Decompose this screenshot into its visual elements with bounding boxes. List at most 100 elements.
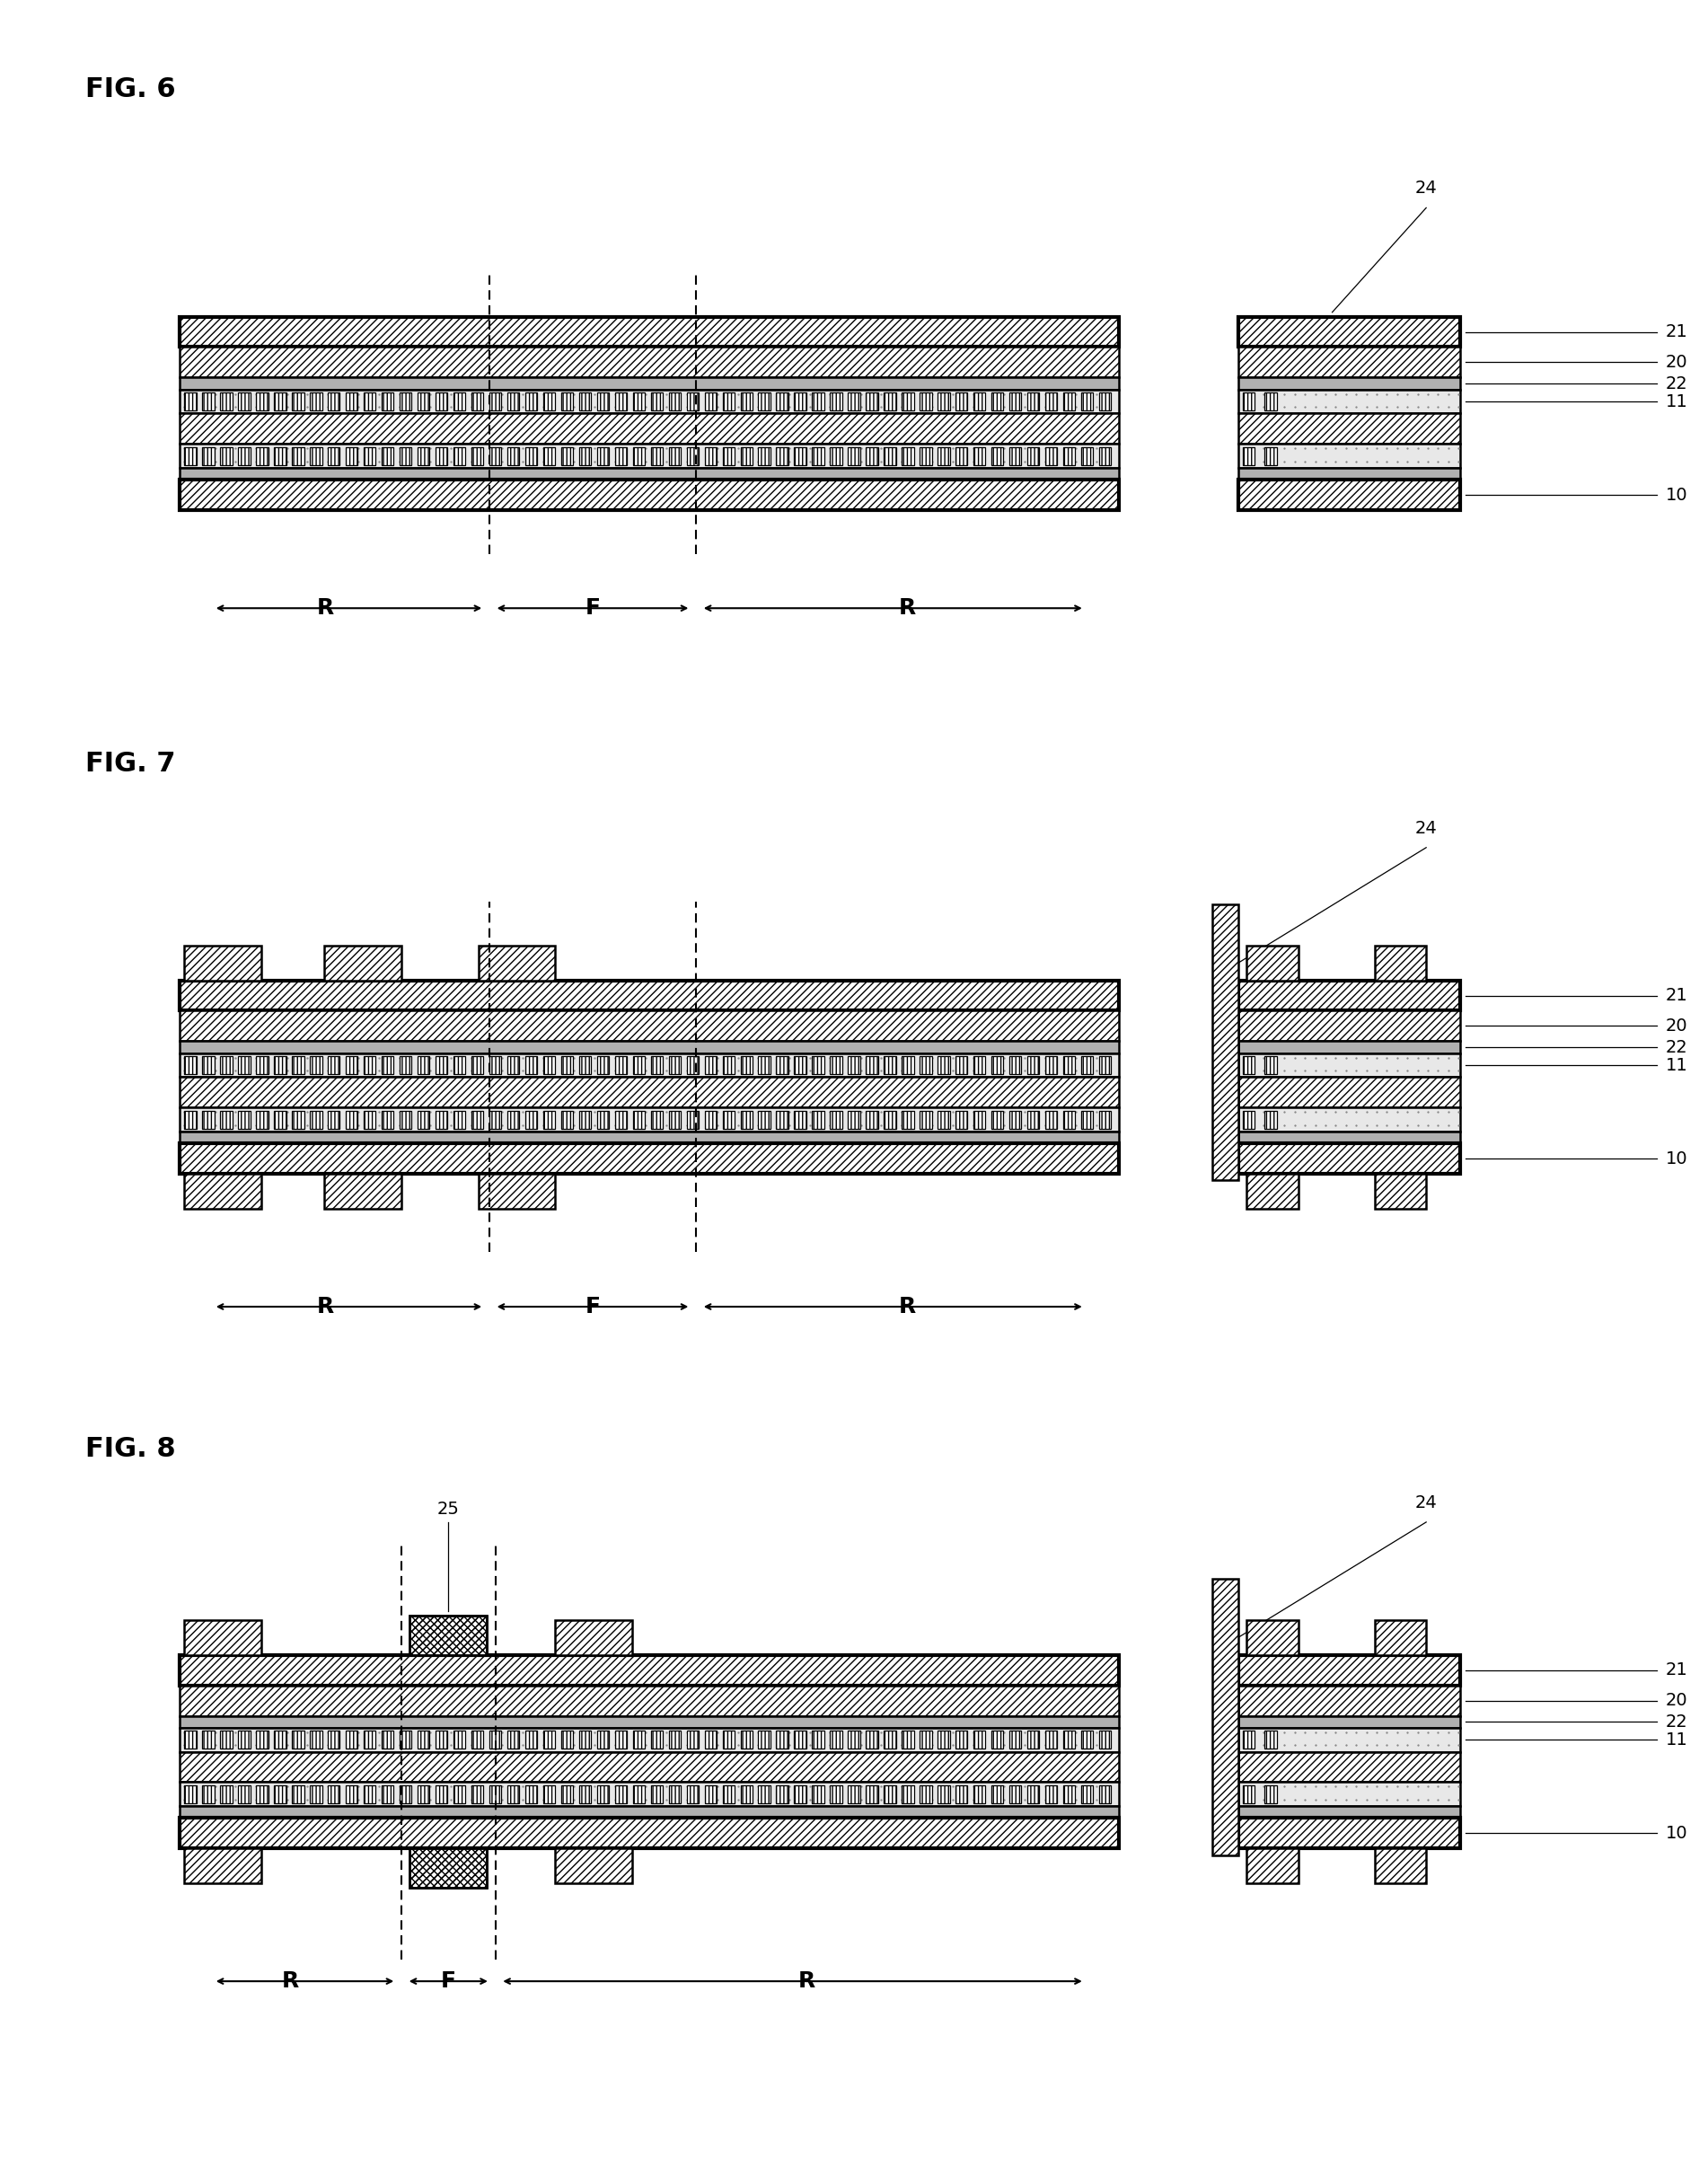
Bar: [938, 1055, 950, 1075]
Bar: [1045, 1784, 1057, 1804]
Bar: [203, 1730, 215, 1750]
Bar: [383, 1784, 393, 1804]
Bar: [830, 1784, 842, 1804]
Bar: [598, 1110, 610, 1129]
Bar: [1264, 446, 1276, 466]
Bar: [179, 1728, 1119, 1752]
Bar: [579, 1730, 591, 1750]
Bar: [794, 446, 806, 466]
Bar: [885, 446, 895, 466]
Bar: [670, 392, 681, 411]
Bar: [758, 1784, 770, 1804]
Bar: [1045, 392, 1057, 411]
Bar: [651, 1055, 663, 1075]
Bar: [938, 392, 950, 411]
Bar: [1009, 1110, 1021, 1129]
Bar: [220, 1055, 232, 1075]
Bar: [184, 392, 196, 411]
Bar: [1238, 1145, 1460, 1175]
Bar: [670, 1055, 681, 1075]
Text: F: F: [586, 1297, 600, 1316]
Bar: [1062, 1730, 1076, 1750]
Bar: [991, 1055, 1003, 1075]
Bar: [526, 1055, 536, 1075]
Bar: [418, 1055, 430, 1075]
Bar: [579, 392, 591, 411]
Text: F: F: [441, 1971, 456, 1991]
Bar: [775, 1784, 789, 1804]
Bar: [179, 1782, 1119, 1806]
Text: 22: 22: [1665, 1038, 1688, 1055]
Bar: [704, 1784, 717, 1804]
Bar: [775, 1730, 789, 1750]
Bar: [794, 1110, 806, 1129]
Bar: [1028, 1784, 1038, 1804]
Bar: [758, 1110, 770, 1129]
Bar: [184, 1730, 196, 1750]
Bar: [1062, 392, 1076, 411]
Text: R: R: [898, 598, 915, 618]
Bar: [410, 1615, 487, 1654]
Bar: [1238, 468, 1460, 479]
Bar: [383, 1055, 393, 1075]
Bar: [579, 1055, 591, 1075]
Bar: [543, 446, 555, 466]
Text: R: R: [318, 1297, 335, 1316]
Bar: [704, 1055, 717, 1075]
Bar: [179, 1132, 1119, 1145]
Bar: [179, 1108, 1119, 1132]
Text: FIG. 6: FIG. 6: [85, 76, 176, 102]
Bar: [179, 444, 1119, 468]
Bar: [919, 1055, 933, 1075]
Text: 10: 10: [1665, 487, 1688, 503]
Bar: [919, 1730, 933, 1750]
Bar: [471, 1055, 483, 1075]
Bar: [478, 947, 555, 981]
Bar: [1009, 446, 1021, 466]
Bar: [704, 1730, 717, 1750]
Bar: [1375, 947, 1426, 981]
Bar: [794, 1784, 806, 1804]
Bar: [1238, 1053, 1460, 1077]
Text: R: R: [282, 1971, 299, 1991]
Bar: [670, 446, 681, 466]
Bar: [203, 1784, 215, 1804]
Bar: [866, 1730, 878, 1750]
Bar: [311, 1730, 321, 1750]
Bar: [560, 446, 574, 466]
Bar: [670, 1730, 681, 1750]
Bar: [813, 1110, 823, 1129]
Text: F: F: [586, 598, 600, 618]
Bar: [1242, 1055, 1254, 1075]
Bar: [1238, 1728, 1460, 1752]
Text: 21: 21: [1665, 1662, 1688, 1678]
Bar: [418, 1110, 430, 1129]
Bar: [471, 1110, 483, 1129]
Bar: [847, 1055, 861, 1075]
Bar: [179, 346, 1119, 379]
Bar: [1238, 1782, 1460, 1806]
Bar: [1009, 1055, 1021, 1075]
Bar: [615, 446, 627, 466]
Bar: [488, 392, 502, 411]
Bar: [239, 1730, 249, 1750]
Bar: [273, 392, 285, 411]
Bar: [311, 1055, 321, 1075]
Bar: [364, 1110, 376, 1129]
Bar: [1009, 1784, 1021, 1804]
Bar: [741, 392, 753, 411]
Bar: [919, 1110, 933, 1129]
Bar: [179, 981, 1119, 1010]
Bar: [1062, 446, 1076, 466]
Bar: [184, 1110, 196, 1129]
Bar: [1100, 1784, 1112, 1804]
Text: 20: 20: [1665, 1018, 1688, 1034]
Bar: [179, 1053, 1119, 1077]
Bar: [239, 1784, 249, 1804]
Bar: [741, 1055, 753, 1075]
Bar: [866, 446, 878, 466]
Bar: [615, 1055, 627, 1075]
Bar: [383, 1730, 393, 1750]
Bar: [991, 1730, 1003, 1750]
Text: R: R: [798, 1971, 816, 1991]
